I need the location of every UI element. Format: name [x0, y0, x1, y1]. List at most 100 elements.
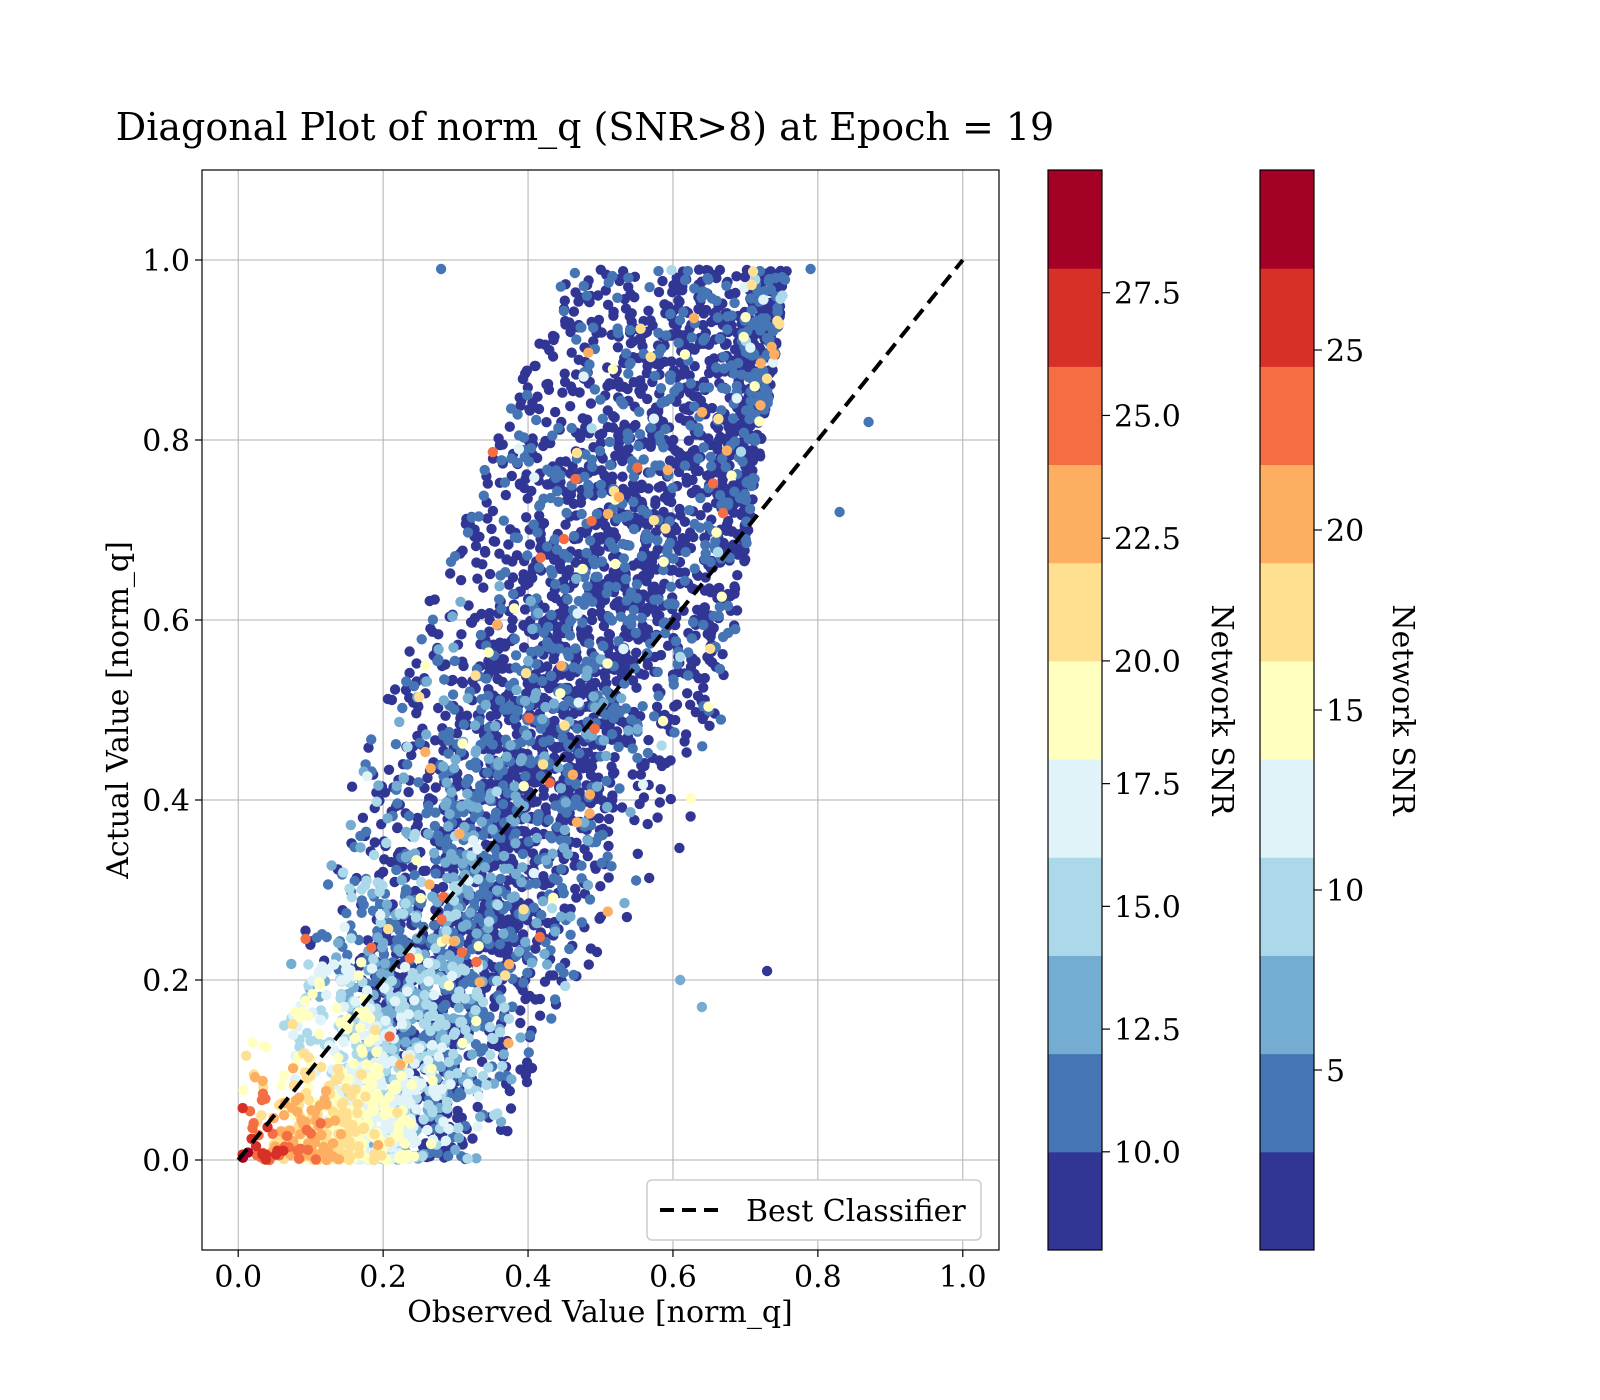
- scatter-point: [721, 525, 732, 536]
- scatter-point: [435, 1061, 447, 1073]
- scatter-point: [355, 842, 366, 853]
- scatter-point: [642, 747, 654, 759]
- scatter-point: [430, 782, 441, 793]
- scatter-point: [519, 695, 531, 707]
- scatter-point: [411, 855, 422, 866]
- scatter-point: [686, 633, 697, 644]
- scatter-point: [484, 568, 496, 580]
- scatter-point: [578, 371, 589, 382]
- scatter-point: [456, 746, 467, 758]
- scatter-point: [595, 394, 606, 405]
- scatter-point: [572, 723, 583, 734]
- scatter-point: [628, 471, 640, 482]
- scatter-point: [350, 1084, 361, 1095]
- scatter-point: [518, 977, 529, 988]
- scatter-point: [681, 747, 692, 758]
- scatter-point: [520, 936, 531, 948]
- scatter-point: [444, 808, 455, 820]
- scatter-point: [540, 855, 552, 866]
- scatter-point: [570, 557, 581, 568]
- scatter-point: [382, 693, 394, 705]
- scatter-point: [479, 464, 490, 476]
- scatter-point: [624, 540, 635, 551]
- scatter-point: [406, 1079, 417, 1091]
- scatter-point: [557, 732, 568, 743]
- scatter-point: [571, 573, 582, 584]
- scatter-point: [604, 378, 615, 389]
- scatter-point: [695, 492, 706, 504]
- scatter-point: [619, 419, 630, 430]
- scatter-point: [574, 748, 585, 759]
- scatter-point: [682, 670, 694, 681]
- scatter-point: [624, 325, 636, 336]
- scatter-point: [739, 556, 750, 567]
- scatter-point: [576, 873, 587, 884]
- scatter-point: [494, 581, 505, 592]
- scatter-point: [675, 651, 686, 663]
- scatter-point: [677, 369, 688, 380]
- scatter-point: [509, 781, 520, 792]
- scatter-point: [441, 925, 452, 937]
- scatter-point: [519, 604, 531, 615]
- scatter-point: [407, 967, 418, 979]
- scatter-point: [626, 619, 637, 630]
- scatter-point: [581, 670, 592, 682]
- scatter-point: [675, 357, 686, 368]
- scatter-point: [372, 932, 383, 943]
- scatter-point: [368, 1154, 380, 1166]
- scatter-point: [428, 919, 440, 931]
- scatter-point: [553, 422, 564, 434]
- scatter-point: [496, 455, 507, 466]
- scatter-point: [656, 343, 667, 355]
- scatter-point: [345, 819, 356, 831]
- scatter-point: [606, 615, 618, 626]
- scatter-point: [538, 627, 549, 638]
- scatter-point: [567, 461, 578, 472]
- scatter-point: [581, 656, 592, 667]
- scatter-point: [443, 748, 454, 759]
- scatter-point: [447, 961, 458, 972]
- scatter-point: [603, 872, 614, 883]
- scatter-point: [449, 854, 460, 865]
- scatter-point: [607, 364, 619, 375]
- scatter-point: [301, 1027, 313, 1039]
- scatter-point: [729, 297, 740, 309]
- scatter-point: [565, 616, 576, 627]
- scatter-point: [486, 523, 497, 535]
- scatter-point: [548, 970, 559, 981]
- scatter-point: [581, 290, 593, 301]
- scatter-point: [650, 605, 661, 617]
- scatter-point: [585, 398, 597, 409]
- scatter-point: [470, 745, 482, 756]
- scatter-point: [520, 771, 531, 782]
- scatter-point: [369, 837, 380, 848]
- scatter-point: [702, 502, 713, 513]
- scatter-point: [679, 349, 691, 360]
- scatter-point: [597, 640, 608, 651]
- scatter-point: [544, 830, 556, 842]
- scatter-point: [704, 655, 715, 666]
- scatter-point: [635, 769, 647, 780]
- scatter-point: [637, 779, 649, 790]
- scatter-point: [507, 572, 519, 583]
- scatter-point: [498, 515, 509, 526]
- scatter-point: [573, 548, 584, 560]
- scatter-point: [772, 307, 783, 318]
- scatter-point: [532, 391, 543, 402]
- scatter-point: [616, 693, 627, 704]
- scatter-point: [621, 348, 632, 359]
- scatter-point: [491, 885, 503, 896]
- scatter-point: [582, 851, 593, 862]
- scatter-point: [462, 693, 473, 704]
- scatter-point: [469, 612, 481, 624]
- scatter-point: [547, 330, 559, 342]
- scatter-point: [533, 607, 544, 619]
- scatter-point: [457, 738, 468, 749]
- scatter-point: [498, 1049, 509, 1060]
- scatter-point: [602, 405, 613, 416]
- scatter-point: [373, 1010, 384, 1021]
- scatter-point: [388, 1083, 400, 1095]
- scatter-point: [490, 721, 501, 732]
- scatter-point: [770, 272, 781, 284]
- scatter-point: [693, 426, 704, 438]
